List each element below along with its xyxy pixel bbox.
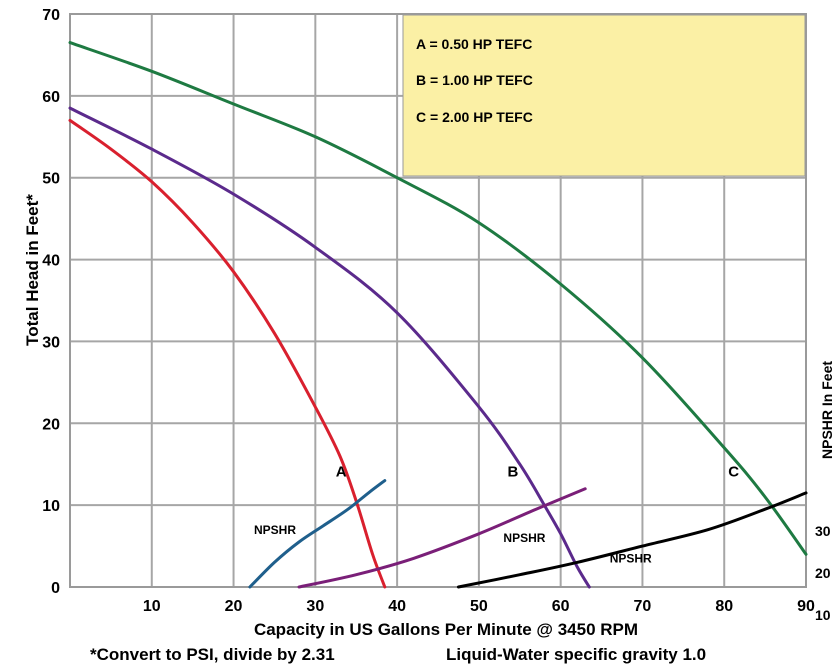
plot-frame <box>69 13 807 588</box>
curve-label-b: B <box>508 463 519 480</box>
x-tick-30: 30 <box>306 598 324 615</box>
series-line-a <box>68 118 387 589</box>
npshr-label-0: NPSHR <box>254 523 296 537</box>
x-tick-90: 90 <box>797 598 815 615</box>
curve-label-a: A <box>336 463 347 480</box>
right-tick-20: 20 <box>815 565 831 581</box>
legend-box <box>402 14 806 177</box>
x-tick-40: 40 <box>388 598 406 615</box>
series-line-npshr-a <box>248 479 387 589</box>
series-line-npshr-b <box>297 487 587 589</box>
x-tick-50: 50 <box>470 598 488 615</box>
y-axis-title: Total Head in Feet* <box>23 194 42 346</box>
right-axis-title: NPSHR In Feet <box>819 361 833 459</box>
y-tick-10: 10 <box>42 498 60 515</box>
npshr-label-1: NPSHR <box>503 531 545 545</box>
y-tick-20: 20 <box>42 416 60 433</box>
y-tick-labels: 0 10 20 30 40 50 60 70 <box>42 7 60 597</box>
y-tick-70: 70 <box>42 7 60 24</box>
footnote-specific-gravity: Liquid-Water specific gravity 1.0 <box>446 645 706 664</box>
curve-label-c: C <box>728 463 739 480</box>
legend-entry-a: A = 0.50 HP TEFC <box>416 36 532 52</box>
right-tick-10: 10 <box>815 607 831 623</box>
curve-label-layer: A B C NPSHR NPSHR NPSHR <box>254 463 739 565</box>
series-line-c <box>68 41 808 556</box>
legend-entry-c: C = 2.00 HP TEFC <box>416 109 533 125</box>
x-axis-title: Capacity in US Gallons Per Minute @ 3450… <box>254 620 638 639</box>
y-tick-60: 60 <box>42 89 60 106</box>
series-layer <box>68 41 808 589</box>
y-tick-30: 30 <box>42 334 60 351</box>
y-tick-0: 0 <box>51 580 60 597</box>
footnote-psi: *Convert to PSI, divide by 2.31 <box>90 645 335 664</box>
x-tick-labels: 10 20 30 40 50 60 70 80 90 <box>143 598 815 615</box>
x-tick-80: 80 <box>715 598 733 615</box>
series-line-b <box>68 106 591 589</box>
x-tick-10: 10 <box>143 598 161 615</box>
x-tick-20: 20 <box>225 598 243 615</box>
right-tick-30: 30 <box>815 523 831 539</box>
legend-entry-b: B = 1.00 HP TEFC <box>416 72 533 88</box>
legend: A = 0.50 HP TEFC B = 1.00 HP TEFC C = 2.… <box>402 14 806 177</box>
series-line-npshr-c <box>456 491 808 589</box>
npshr-label-2: NPSHR <box>610 551 652 565</box>
right-axis-tick-labels: 30 20 10 <box>815 523 831 623</box>
y-tick-50: 50 <box>42 171 60 188</box>
x-tick-70: 70 <box>634 598 652 615</box>
y-tick-40: 40 <box>42 253 60 270</box>
x-tick-60: 60 <box>552 598 570 615</box>
